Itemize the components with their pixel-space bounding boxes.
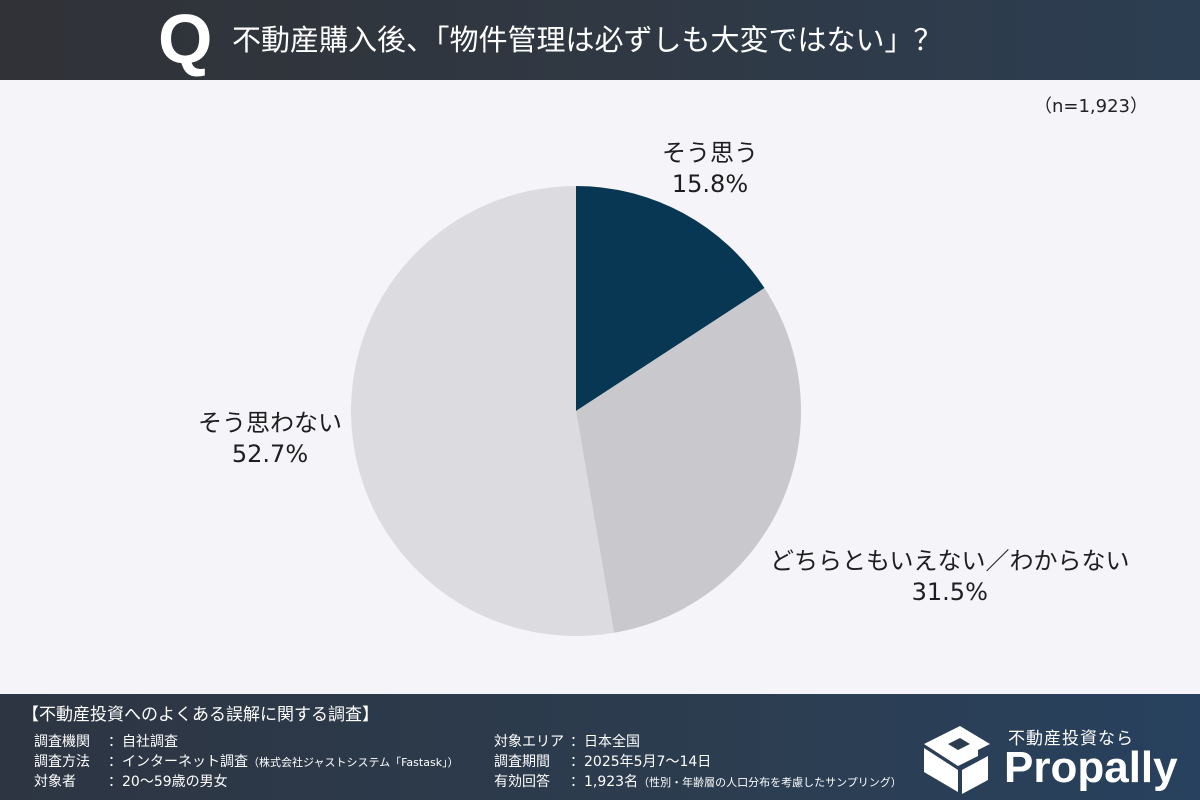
footer-key: 調査方法 — [34, 754, 90, 770]
slice-label-agree: そう思う 15.8% — [662, 138, 758, 200]
slice-label-text: そう思わない — [198, 409, 342, 437]
footer-value: ：1,923名 — [570, 774, 639, 790]
slice-label-value: 15.8% — [671, 170, 749, 198]
survey-footer: 【不動産投資へのよくある誤解に関する調査】 調査機関 ：自社調査 調査方法 ：インタ… — [0, 694, 1200, 800]
footer-key: 有効回答 — [494, 774, 550, 790]
sample-size: （n=1,923） — [1033, 96, 1148, 117]
footer-row-agency: 調査機関 ：自社調査 — [34, 732, 178, 753]
survey-title: 【不動産投資へのよくある誤解に関する調査】 — [22, 705, 379, 725]
question-header: Q 不動産購入後、「物件管理は必ずしも大変ではない」？ — [0, 0, 1200, 80]
footer-value: ：インターネット調査 — [108, 754, 248, 770]
footer-note: （株式会社ジャストシステム「Fastask」） — [248, 756, 459, 769]
pie-chart — [351, 186, 801, 636]
slice-label-disagree: そう思わない 52.7% — [198, 408, 342, 470]
footer-key: 対象エリア — [494, 734, 564, 750]
footer-key: 調査機関 — [34, 734, 90, 750]
footer-row-method: 調査方法 ：インターネット調査（株式会社ジャストシステム「Fastask」） — [34, 752, 459, 773]
pie-slice — [576, 186, 765, 411]
logo-wordmark: Propally — [1004, 743, 1178, 792]
footer-row-period: 調査期間 ：2025年5月7〜14日 — [494, 752, 711, 773]
footer-row-area: 対象エリア ：日本全国 — [494, 732, 640, 753]
footer-note: （性別・年齢層の人口分布を考慮したサンプリング） — [638, 776, 902, 789]
slice-label-neutral: どちらともいえない／わからない 31.5% — [770, 546, 1130, 608]
slice-label-text: そう思う — [662, 139, 758, 167]
pie-slice — [351, 186, 614, 636]
footer-value: ：自社調査 — [108, 734, 178, 750]
footer-value: ：日本全国 — [570, 734, 640, 750]
question-title: 不動産購入後、「物件管理は必ずしも大変ではない」？ — [232, 23, 943, 57]
q-mark-icon: Q — [158, 0, 213, 78]
pie-slice — [576, 288, 801, 633]
footer-value: ：20〜59歳の男女 — [108, 774, 228, 790]
logo-tagline: 不動産投資なら — [1008, 729, 1134, 749]
slice-label-value: 52.7% — [231, 440, 309, 468]
footer-key: 対象者 — [34, 774, 76, 790]
footer-row-target: 対象者 ：20〜59歳の男女 — [34, 772, 228, 793]
footer-key: 調査期間 — [494, 754, 550, 770]
slice-label-text: どちらともいえない／わからない — [770, 547, 1130, 575]
footer-row-responses: 有効回答 ：1,923名（性別・年齢層の人口分布を考慮したサンプリング） — [494, 772, 902, 793]
footer-value: ：2025年5月7〜14日 — [570, 754, 712, 770]
propally-logo-icon — [924, 726, 990, 794]
slice-label-value: 31.5% — [911, 578, 988, 606]
